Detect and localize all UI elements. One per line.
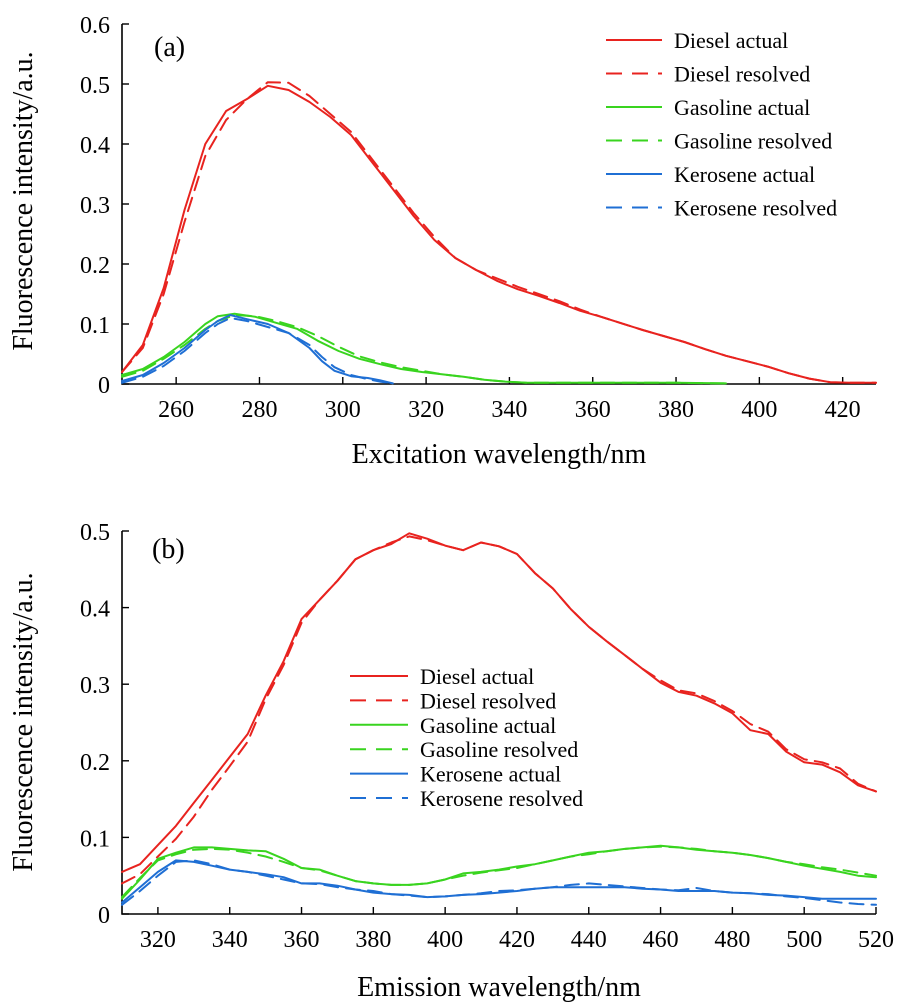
x-tick-label-b: 440 — [571, 927, 607, 953]
legend-label-diesel-resolved-b: Diesel resolved — [420, 688, 556, 713]
y-tick-label-a: 0.1 — [80, 313, 110, 339]
series-line-kerosene-resolved-a — [121, 317, 394, 385]
y-tick-label-b: 0.4 — [80, 597, 110, 623]
y-tick-label-a: 0.6 — [80, 13, 110, 39]
y-tick-label-b: 0.2 — [80, 750, 110, 776]
x-tick-label-a: 360 — [575, 397, 611, 423]
y-tick-label-a: 0.2 — [80, 253, 110, 279]
y-tick-label-b: 0.5 — [80, 520, 110, 546]
x-tick-label-b: 380 — [355, 927, 391, 953]
legend-label-gasoline-actual-b: Gasoline actual — [420, 713, 556, 738]
y-tick-label-b: 0 — [98, 903, 110, 929]
x-tick-label-a: 380 — [658, 397, 694, 423]
legend-label-kerosene-actual-a: Kerosene actual — [674, 162, 815, 187]
x-axis-title-b: Emission wavelength/nm — [357, 972, 641, 1003]
series-line-kerosene-actual-a — [121, 314, 394, 385]
x-tick-label-b: 360 — [284, 927, 320, 953]
series-line-gasoline-actual-a — [121, 312, 727, 385]
x-tick-label-b: 520 — [858, 927, 894, 953]
y-tick-label-a: 0.4 — [80, 133, 110, 159]
panel-label-b: (b) — [152, 534, 185, 565]
x-tick-label-b: 480 — [714, 927, 750, 953]
legend-label-kerosene-resolved-b: Kerosene resolved — [420, 786, 583, 811]
x-tick-label-a: 260 — [158, 397, 194, 423]
panel-b: (b) Emission wavelength/nm Fluorescence … — [8, 520, 894, 1003]
legend-a: Diesel actual Diesel resolved Gasoline act… — [606, 28, 837, 221]
series-line-gasoline-resolved-b — [121, 845, 877, 899]
x-tick-label-a: 300 — [325, 397, 361, 423]
series-line-diesel-resolved-a — [121, 81, 877, 384]
y-tick-label-a: 0 — [98, 373, 110, 399]
panel-label-a: (a) — [154, 32, 185, 63]
series-line-kerosene-resolved-b — [121, 859, 877, 906]
x-axis-title-a: Excitation wavelength/nm — [352, 439, 647, 470]
y-tick-label-a: 0.3 — [80, 193, 110, 219]
y-tick-label-b: 0.3 — [80, 673, 110, 699]
x-tick-label-b: 400 — [427, 927, 463, 953]
x-tick-label-a: 420 — [825, 397, 861, 423]
legend-label-diesel-actual-a: Diesel actual — [674, 28, 788, 53]
legend-label-kerosene-actual-b: Kerosene actual — [420, 762, 561, 787]
y-axis-title-a: Fluorescence intensity/a.u. — [8, 51, 39, 350]
legend-label-kerosene-resolved-a: Kerosene resolved — [674, 196, 837, 221]
series-line-kerosene-actual-b — [121, 859, 877, 904]
y-tick-label-b: 0.1 — [80, 826, 110, 852]
legend-label-diesel-resolved-a: Diesel resolved — [674, 62, 810, 87]
x-tick-label-b: 320 — [140, 927, 176, 953]
y-axis-title-b: Fluorescence intensity/a.u. — [8, 572, 39, 871]
series-line-gasoline-resolved-a — [121, 314, 727, 385]
x-tick-label-b: 460 — [643, 927, 679, 953]
legend-label-gasoline-resolved-a: Gasoline resolved — [674, 129, 832, 154]
x-tick-label-a: 400 — [741, 397, 777, 423]
x-tick-label-b: 500 — [786, 927, 822, 953]
panel-a: (a) Excitation wavelength/nm Fluorescenc… — [8, 13, 877, 470]
x-tick-label-a: 280 — [241, 397, 277, 423]
y-tick-label-a: 0.5 — [80, 73, 110, 99]
x-tick-label-a: 340 — [491, 397, 527, 423]
legend-label-gasoline-resolved-b: Gasoline resolved — [420, 737, 578, 762]
x-tick-label-b: 340 — [212, 927, 248, 953]
x-tick-label-b: 420 — [499, 927, 535, 953]
x-tick-label-a: 320 — [408, 397, 444, 423]
legend-label-gasoline-actual-a: Gasoline actual — [674, 95, 810, 120]
legend-label-diesel-actual-b: Diesel actual — [420, 664, 534, 689]
series-line-diesel-resolved-b — [121, 535, 877, 885]
